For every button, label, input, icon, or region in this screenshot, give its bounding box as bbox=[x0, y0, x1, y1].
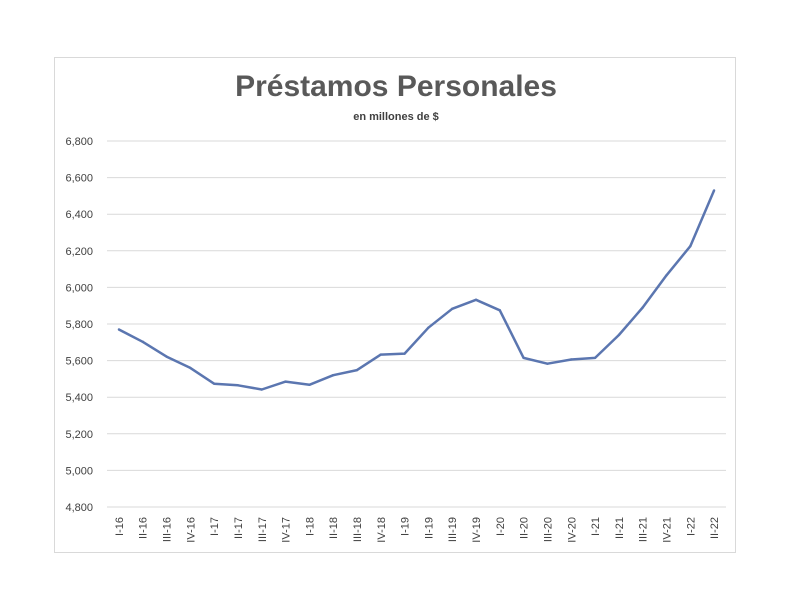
y-tick-label: 5,800 bbox=[65, 319, 93, 331]
x-tick-label: III-18 bbox=[352, 517, 364, 542]
y-tick-label: 5,600 bbox=[65, 356, 93, 368]
data-point bbox=[522, 356, 525, 360]
data-point bbox=[427, 326, 430, 329]
x-tick-label: I-21 bbox=[590, 517, 602, 536]
data-point bbox=[165, 355, 168, 358]
data-point bbox=[260, 388, 263, 391]
data-point bbox=[189, 366, 192, 370]
gridlines bbox=[107, 140, 726, 508]
x-tick-label: III-16 bbox=[162, 517, 174, 542]
series-line bbox=[118, 189, 716, 391]
x-tick-label: II-21 bbox=[614, 517, 626, 539]
data-point bbox=[117, 328, 121, 331]
data-point bbox=[665, 274, 668, 277]
y-tick-label: 6,200 bbox=[65, 246, 93, 258]
y-tick-label: 6,800 bbox=[65, 136, 93, 148]
x-tick-label: III-20 bbox=[542, 517, 554, 542]
data-point bbox=[546, 362, 549, 365]
y-tick-label: 5,000 bbox=[65, 465, 93, 477]
x-tick-label: I-17 bbox=[209, 517, 221, 536]
x-tick-label: II-16 bbox=[138, 517, 150, 539]
x-tick-label: IV-20 bbox=[566, 517, 578, 543]
data-point bbox=[617, 333, 621, 337]
y-tick-label: 4,800 bbox=[65, 502, 93, 514]
x-tick-label: IV-19 bbox=[471, 517, 483, 543]
data-point bbox=[355, 368, 359, 372]
x-tick-label: III-21 bbox=[638, 517, 650, 542]
data-point bbox=[141, 340, 144, 343]
data-point bbox=[474, 298, 478, 302]
x-tick-label: IV-18 bbox=[376, 517, 388, 543]
data-point bbox=[236, 384, 240, 387]
x-tick-label: I-19 bbox=[400, 517, 412, 536]
x-tick-label: IV-17 bbox=[281, 517, 293, 543]
x-tick-label: I-20 bbox=[495, 517, 507, 536]
data-point bbox=[284, 380, 287, 383]
x-tick-label: IV-16 bbox=[185, 517, 197, 543]
y-axis-ticks: 4,800 5,000 5,200 5,400 5,600 5,800 6,000 6,200… bbox=[65, 136, 93, 514]
data-point bbox=[451, 307, 454, 311]
x-tick-label: II-19 bbox=[423, 517, 435, 539]
data-point bbox=[593, 356, 597, 360]
data-point bbox=[641, 306, 644, 309]
x-tick-label: I-22 bbox=[685, 517, 697, 536]
x-tick-label: II-18 bbox=[328, 517, 340, 539]
data-point bbox=[212, 382, 216, 385]
y-tick-label: 6,600 bbox=[65, 173, 93, 185]
chart-title: Préstamos Personales bbox=[235, 70, 557, 103]
data-point bbox=[498, 309, 502, 312]
x-tick-label: II-17 bbox=[233, 517, 245, 539]
y-tick-label: 5,400 bbox=[65, 392, 93, 404]
x-tick-label: I-18 bbox=[304, 517, 316, 536]
data-point bbox=[379, 353, 382, 356]
x-tick-label: III-19 bbox=[447, 517, 459, 542]
data-point bbox=[570, 358, 573, 361]
y-tick-label: 6,400 bbox=[65, 209, 93, 221]
y-tick-label: 6,000 bbox=[65, 282, 93, 294]
data-point bbox=[403, 352, 406, 355]
data-point bbox=[308, 383, 311, 386]
x-tick-label: II-20 bbox=[519, 517, 531, 539]
series-layer bbox=[117, 189, 716, 391]
data-point bbox=[331, 374, 335, 377]
x-tick-label: III-17 bbox=[257, 517, 269, 542]
data-point bbox=[689, 245, 692, 248]
data-point bbox=[712, 189, 716, 192]
x-tick-label: IV-21 bbox=[661, 517, 673, 543]
x-tick-label: II-22 bbox=[709, 517, 721, 539]
x-tick-label: I-16 bbox=[114, 517, 126, 536]
x-axis-ticks: I-16 II-16 III-16 IV-16 I-17 II-17 III-17 IV-17… bbox=[114, 517, 721, 543]
y-tick-label: 5,200 bbox=[65, 429, 93, 441]
chart-subtitle: en millones de $ bbox=[353, 111, 439, 123]
